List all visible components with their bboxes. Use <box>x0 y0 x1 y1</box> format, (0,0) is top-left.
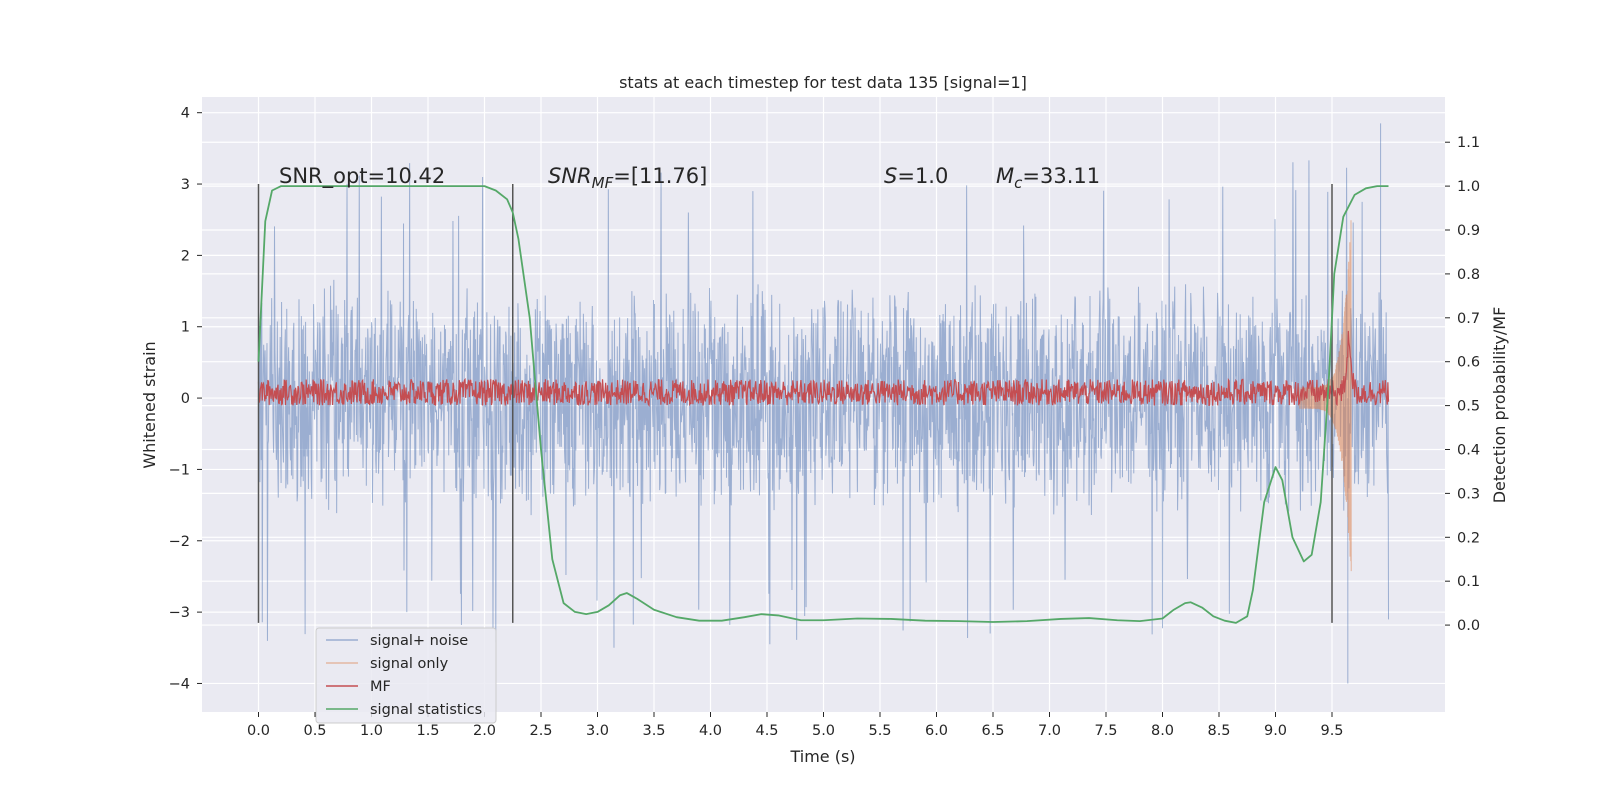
y-tick-label: 4 <box>181 106 190 122</box>
x-tick-label: 8.5 <box>1207 723 1230 739</box>
y-right-tick-label: 1.1 <box>1457 135 1480 151</box>
y-right-tick-label: 0.8 <box>1457 267 1480 283</box>
y-tick-label: −1 <box>169 462 190 478</box>
legend-label-signal-noise: signal+ noise <box>370 633 468 649</box>
y-right-tick-label: 0.4 <box>1457 442 1480 458</box>
y-right-tick-label: 0.6 <box>1457 355 1480 371</box>
x-tick-label: 4.0 <box>699 723 722 739</box>
y-axis-right-label: Detection probability/MF <box>1490 307 1509 504</box>
x-tick-label: 6.0 <box>925 723 948 739</box>
annotation-text: Mc=33.11 <box>996 164 1100 192</box>
legend-label-signal-only: signal only <box>370 656 449 672</box>
x-tick-label: 1.0 <box>360 723 383 739</box>
y-right-tick-label: 0.1 <box>1457 574 1480 590</box>
annotation-part: M <box>996 164 1014 188</box>
annotations: SNR_opt=10.42 SNRMF=[11.76] S=1.0 Mc=33.11 <box>279 164 1100 192</box>
annotation-part: SNR_opt=10.42 <box>279 164 445 189</box>
y-tick-label: −4 <box>169 676 190 692</box>
annotation-part: =33.11 <box>1022 164 1100 188</box>
x-tick-label: 9.5 <box>1320 723 1343 739</box>
legend-label-mf: MF <box>370 679 391 695</box>
x-tick-label: 7.0 <box>1038 723 1061 739</box>
annotation-part: =[11.76] <box>613 164 707 188</box>
annotation-text: S=1.0 <box>884 164 948 188</box>
y-right-tick-label: 0.0 <box>1457 618 1480 634</box>
y-right-tick-label: 0.3 <box>1457 486 1480 502</box>
legend-box <box>315 627 497 724</box>
x-tick-label: 0.0 <box>247 723 270 739</box>
y-right-tick-label: 0.7 <box>1457 311 1480 327</box>
y-tick-label: 0 <box>181 391 190 407</box>
annotation-part: =1.0 <box>897 164 948 188</box>
series-mf-line <box>257 330 1390 407</box>
chart-title: stats at each timestep for test data 135… <box>619 73 1027 92</box>
legend-label-signal-statistics: signal statistics <box>370 702 482 718</box>
x-tick-label: 8.0 <box>1151 723 1174 739</box>
tick-labels: 0.0 0.5 1.0 1.5 2.0 2.5 3.0 3.5 4.0 4.5 5.0 5.5 6.0 6… <box>169 106 1480 739</box>
annotation-part: c <box>1014 174 1023 192</box>
y-tick-label: 1 <box>181 320 190 336</box>
x-tick-label: 2.5 <box>529 723 552 739</box>
annotation-part: MF <box>592 174 614 192</box>
annotation-part: S <box>884 164 897 188</box>
x-tick-label: 7.5 <box>1094 723 1117 739</box>
x-tick-label: 4.5 <box>755 723 778 739</box>
y-tick-label: −3 <box>169 605 190 621</box>
y-axis-label: Whitened strain <box>140 341 159 468</box>
x-tick-label: 5.5 <box>868 723 891 739</box>
legend: signal+ noise signal only MF signal stat… <box>315 627 497 724</box>
x-tick-label: 1.5 <box>416 723 439 739</box>
annotation-part: SNR <box>548 164 592 188</box>
annotation-text: SNR_opt=10.42 <box>279 164 445 189</box>
x-axis-label: Time (s) <box>789 747 855 766</box>
y-right-tick-label: 0.2 <box>1457 530 1480 546</box>
x-tick-label: 3.5 <box>642 723 665 739</box>
y-tick-label: 2 <box>181 248 190 264</box>
y-right-tick-label: 0.9 <box>1457 223 1480 239</box>
y-tick-label: 3 <box>181 177 190 193</box>
y-right-tick-label: 0.5 <box>1457 399 1480 415</box>
y-tick-label: −2 <box>169 534 190 550</box>
x-tick-label: 3.0 <box>586 723 609 739</box>
x-tick-label: 0.5 <box>303 723 326 739</box>
series-signal-statistics-line <box>257 185 1389 624</box>
annotation-text: SNRMF=[11.76] <box>548 164 707 192</box>
x-tick-label: 6.5 <box>981 723 1004 739</box>
x-tick-label: 2.0 <box>473 723 496 739</box>
x-tick-label: 9.0 <box>1264 723 1287 739</box>
x-tick-label: 5.0 <box>812 723 835 739</box>
data-layer <box>257 123 1390 684</box>
y-right-tick-label: 1.0 <box>1457 179 1480 195</box>
